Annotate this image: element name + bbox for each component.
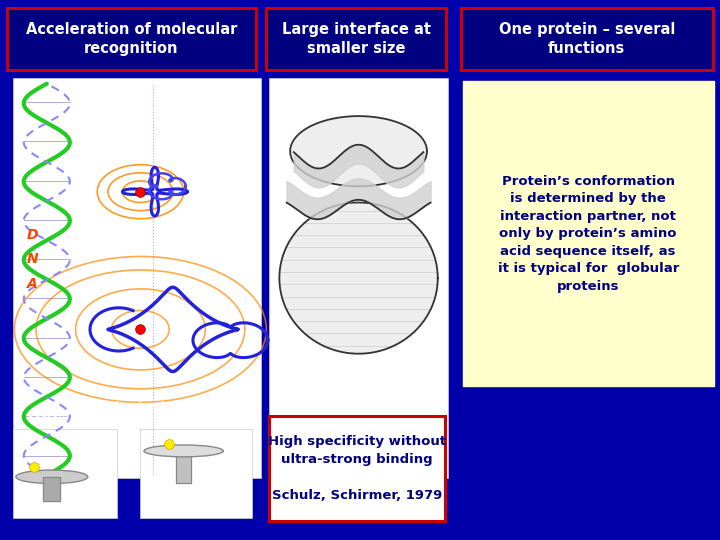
- Polygon shape: [144, 451, 223, 483]
- Ellipse shape: [16, 470, 88, 484]
- FancyBboxPatch shape: [13, 429, 117, 518]
- Text: D: D: [27, 228, 38, 242]
- Text: One protein – several
functions: One protein – several functions: [499, 22, 675, 56]
- Text: ‘Fly-casting mechanism’: ‘Fly-casting mechanism’: [13, 401, 165, 411]
- Polygon shape: [290, 116, 427, 186]
- Text: Shoemaker: Shoemaker: [13, 414, 80, 423]
- Text: , 2000,: , 2000,: [108, 414, 150, 423]
- Text: High specificity without
ultra-strong binding

Schulz, Schirmer, 1979: High specificity without ultra-strong bi…: [268, 435, 446, 502]
- Text: Protein’s conformation
is determined by the
interaction partner, not
only by pro: Protein’s conformation is determined by …: [498, 174, 679, 293]
- Text: PNAS: PNAS: [150, 414, 180, 423]
- Polygon shape: [279, 202, 438, 354]
- Text: N: N: [27, 252, 38, 266]
- Text: Acceleration of molecular
recognition: Acceleration of molecular recognition: [26, 22, 237, 56]
- Polygon shape: [43, 477, 60, 501]
- FancyBboxPatch shape: [461, 8, 713, 70]
- FancyBboxPatch shape: [266, 8, 446, 70]
- Text: A: A: [27, 276, 37, 291]
- FancyBboxPatch shape: [463, 81, 714, 386]
- FancyBboxPatch shape: [269, 78, 448, 478]
- FancyBboxPatch shape: [269, 416, 445, 521]
- FancyBboxPatch shape: [140, 429, 252, 518]
- FancyBboxPatch shape: [13, 78, 261, 478]
- FancyBboxPatch shape: [7, 8, 256, 70]
- Text: Large interface at
smaller size: Large interface at smaller size: [282, 22, 431, 56]
- Ellipse shape: [144, 445, 223, 457]
- Text: et al.: et al.: [80, 414, 108, 423]
- Text: , 97: 8868: , 97: 8868: [180, 414, 237, 423]
